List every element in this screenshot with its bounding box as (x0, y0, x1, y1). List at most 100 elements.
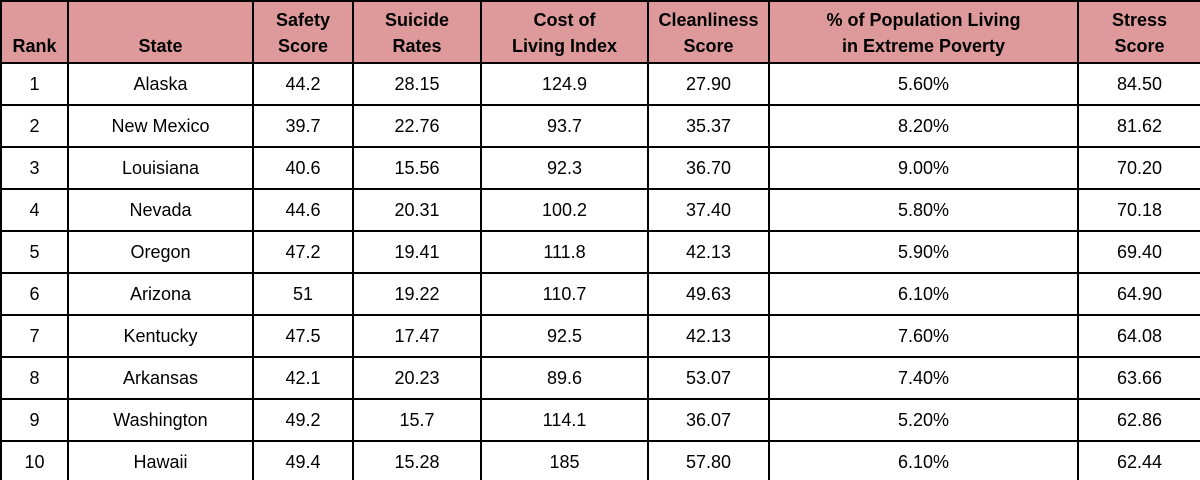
cell-state: Nevada (67, 188, 254, 232)
table-row: 10 Hawaii 49.4 15.28 185 57.80 6.10% 62.44 (0, 440, 1200, 480)
cell-suicide-rates: 15.28 (352, 440, 482, 480)
cell-suicide-rates: 15.56 (352, 146, 482, 190)
cell-cost-of-living-index: 185 (480, 440, 649, 480)
cell-cost-of-living-index: 93.7 (480, 104, 649, 148)
column-header-state: State (67, 0, 254, 64)
cell-pct-extreme-poverty: 7.40% (768, 356, 1079, 400)
cell-state: Oregon (67, 230, 254, 274)
cell-cost-of-living-index: 111.8 (480, 230, 649, 274)
cell-suicide-rates: 28.15 (352, 62, 482, 106)
cell-pct-extreme-poverty: 6.10% (768, 440, 1079, 480)
header-row: Rank State Safety Score Suicide Rates Cost of L… (0, 0, 1200, 64)
cell-pct-extreme-poverty: 6.10% (768, 272, 1079, 316)
table-row: 8 Arkansas 42.1 20.23 89.6 53.07 7.40% 63.66 (0, 356, 1200, 400)
cell-stress-score: 64.08 (1077, 314, 1200, 358)
cell-cleanliness-score: 57.80 (647, 440, 770, 480)
column-header-rank: Rank (0, 0, 69, 64)
cell-state: Kentucky (67, 314, 254, 358)
column-header-safety-score: Safety Score (252, 0, 354, 64)
cell-cleanliness-score: 42.13 (647, 314, 770, 358)
cell-cost-of-living-index: 89.6 (480, 356, 649, 400)
cell-rank: 7 (0, 314, 69, 358)
cell-safety-score: 44.6 (252, 188, 354, 232)
cell-safety-score: 47.2 (252, 230, 354, 274)
cell-suicide-rates: 15.7 (352, 398, 482, 442)
cell-state: Louisiana (67, 146, 254, 190)
cell-cost-of-living-index: 92.3 (480, 146, 649, 190)
table-row: 3 Louisiana 40.6 15.56 92.3 36.70 9.00% 70.20 (0, 146, 1200, 190)
table-row: 9 Washington 49.2 15.7 114.1 36.07 5.20% 62.86 (0, 398, 1200, 442)
cell-cost-of-living-index: 100.2 (480, 188, 649, 232)
table-row: 6 Arizona 51 19.22 110.7 49.63 6.10% 64.90 (0, 272, 1200, 316)
cell-stress-score: 70.18 (1077, 188, 1200, 232)
cell-cleanliness-score: 36.70 (647, 146, 770, 190)
cell-stress-score: 63.66 (1077, 356, 1200, 400)
cell-state: Washington (67, 398, 254, 442)
table-row: 4 Nevada 44.6 20.31 100.2 37.40 5.80% 70.18 (0, 188, 1200, 232)
cell-pct-extreme-poverty: 8.20% (768, 104, 1079, 148)
cell-rank: 4 (0, 188, 69, 232)
cell-cleanliness-score: 27.90 (647, 62, 770, 106)
column-header-pct-extreme-poverty: % of Population Living in Extreme Poverty (768, 0, 1079, 64)
cell-stress-score: 84.50 (1077, 62, 1200, 106)
cell-suicide-rates: 19.22 (352, 272, 482, 316)
table-row: 7 Kentucky 47.5 17.47 92.5 42.13 7.60% 64.08 (0, 314, 1200, 358)
column-header-suicide-rates: Suicide Rates (352, 0, 482, 64)
cell-stress-score: 70.20 (1077, 146, 1200, 190)
cell-safety-score: 49.4 (252, 440, 354, 480)
cell-pct-extreme-poverty: 5.90% (768, 230, 1079, 274)
cell-cleanliness-score: 36.07 (647, 398, 770, 442)
cell-rank: 8 (0, 356, 69, 400)
cell-suicide-rates: 22.76 (352, 104, 482, 148)
cell-state: Arizona (67, 272, 254, 316)
cell-state: Arkansas (67, 356, 254, 400)
cell-safety-score: 51 (252, 272, 354, 316)
cell-rank: 1 (0, 62, 69, 106)
cell-safety-score: 44.2 (252, 62, 354, 106)
cell-stress-score: 62.86 (1077, 398, 1200, 442)
cell-rank: 9 (0, 398, 69, 442)
cell-rank: 5 (0, 230, 69, 274)
cell-safety-score: 47.5 (252, 314, 354, 358)
cell-cleanliness-score: 35.37 (647, 104, 770, 148)
cell-rank: 6 (0, 272, 69, 316)
cell-suicide-rates: 20.31 (352, 188, 482, 232)
cell-pct-extreme-poverty: 9.00% (768, 146, 1079, 190)
cell-stress-score: 64.90 (1077, 272, 1200, 316)
cell-pct-extreme-poverty: 7.60% (768, 314, 1079, 358)
column-header-stress-score: Stress Score (1077, 0, 1200, 64)
table-row: 2 New Mexico 39.7 22.76 93.7 35.37 8.20% 81.62 (0, 104, 1200, 148)
cell-suicide-rates: 20.23 (352, 356, 482, 400)
cell-rank: 2 (0, 104, 69, 148)
cell-safety-score: 40.6 (252, 146, 354, 190)
cell-state: Hawaii (67, 440, 254, 480)
cell-cleanliness-score: 53.07 (647, 356, 770, 400)
cell-rank: 3 (0, 146, 69, 190)
cell-safety-score: 42.1 (252, 356, 354, 400)
cell-safety-score: 49.2 (252, 398, 354, 442)
cell-cost-of-living-index: 114.1 (480, 398, 649, 442)
cell-suicide-rates: 17.47 (352, 314, 482, 358)
cell-cost-of-living-index: 124.9 (480, 62, 649, 106)
cell-stress-score: 69.40 (1077, 230, 1200, 274)
cell-cost-of-living-index: 110.7 (480, 272, 649, 316)
cell-safety-score: 39.7 (252, 104, 354, 148)
cell-rank: 10 (0, 440, 69, 480)
column-header-cleanliness-score: Cleanliness Score (647, 0, 770, 64)
cell-pct-extreme-poverty: 5.60% (768, 62, 1079, 106)
cell-state: New Mexico (67, 104, 254, 148)
cell-suicide-rates: 19.41 (352, 230, 482, 274)
column-header-cost-of-living-index: Cost of Living Index (480, 0, 649, 64)
cell-pct-extreme-poverty: 5.20% (768, 398, 1079, 442)
cell-pct-extreme-poverty: 5.80% (768, 188, 1079, 232)
cell-cleanliness-score: 42.13 (647, 230, 770, 274)
table-row: 1 Alaska 44.2 28.15 124.9 27.90 5.60% 84.50 (0, 62, 1200, 106)
cell-stress-score: 62.44 (1077, 440, 1200, 480)
cell-cost-of-living-index: 92.5 (480, 314, 649, 358)
cell-cleanliness-score: 49.63 (647, 272, 770, 316)
cell-state: Alaska (67, 62, 254, 106)
cell-stress-score: 81.62 (1077, 104, 1200, 148)
table-row: 5 Oregon 47.2 19.41 111.8 42.13 5.90% 69.40 (0, 230, 1200, 274)
